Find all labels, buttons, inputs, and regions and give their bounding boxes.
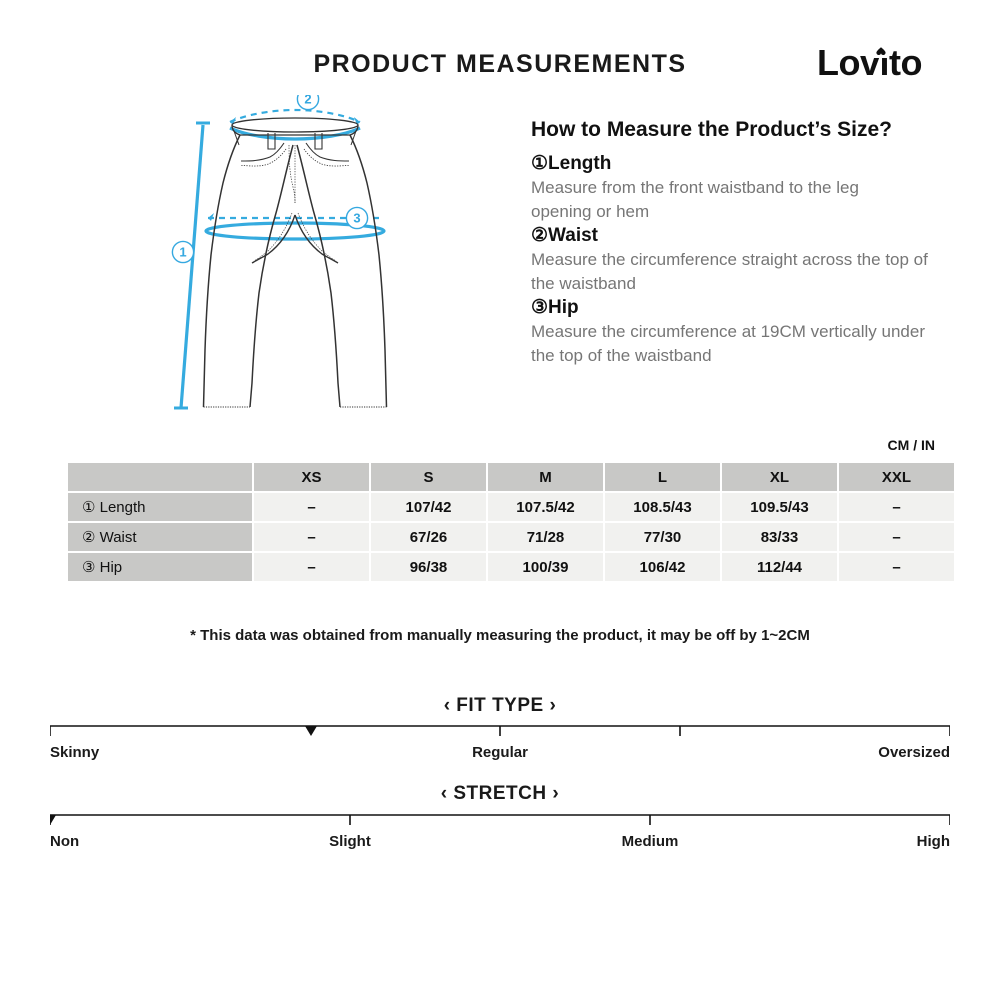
svg-text:3: 3 — [353, 211, 360, 226]
svg-text:2: 2 — [304, 95, 311, 107]
svg-text:1: 1 — [179, 245, 186, 260]
